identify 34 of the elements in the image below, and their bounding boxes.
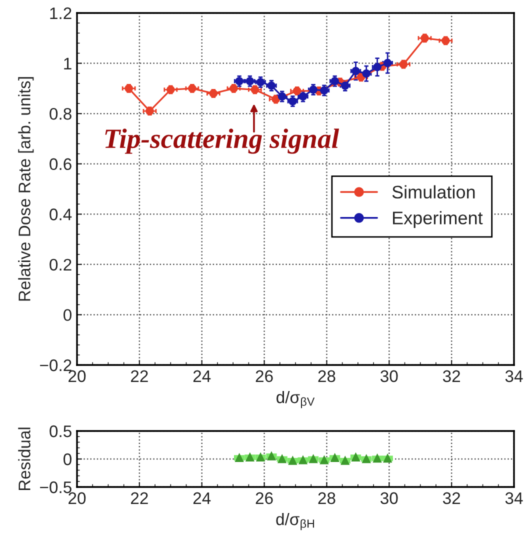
x-tick-label: 22 xyxy=(131,492,148,504)
x-tick-label: 24 xyxy=(193,370,211,382)
y-tick-label: 0 xyxy=(64,309,72,321)
x-tick-label: 30 xyxy=(380,370,398,382)
x-tick-label: 24 xyxy=(193,492,211,504)
x-tick-label: 26 xyxy=(256,370,273,382)
y-tick-label: 1.2 xyxy=(50,7,72,20)
y-tick-label: −0.2 xyxy=(40,359,72,372)
y-tick-label: −0.5 xyxy=(40,481,72,494)
y-tick-label: 0.5 xyxy=(50,425,72,438)
x-tick-label: 32 xyxy=(442,492,460,504)
x-tick-label: 20 xyxy=(68,492,86,504)
y-tick-label: 0.4 xyxy=(50,208,72,220)
x-tick-label: 20 xyxy=(68,370,86,382)
x-tick-label: 26 xyxy=(256,492,273,504)
x-tick-label: 28 xyxy=(318,370,336,382)
legend-label: Experiment xyxy=(393,211,483,228)
y-tick-label: 1 xyxy=(64,58,72,70)
x-tick-label: 22 xyxy=(131,370,148,382)
y-tick-label: 0.2 xyxy=(50,258,72,271)
x-tick-label: 32 xyxy=(442,370,460,382)
x-tick-label: 34 xyxy=(505,370,523,382)
x-axis-title: d/σ$_{βV}$ xyxy=(276,390,315,408)
x-tick-label: 28 xyxy=(318,492,336,504)
y-tick-label: 0.6 xyxy=(50,158,72,170)
y-tick-label: 0.8 xyxy=(50,108,72,120)
y-tick-label: 0 xyxy=(64,453,72,466)
annotation: Tip-scattering signal xyxy=(105,128,340,154)
x-tick-label: 34 xyxy=(505,492,523,504)
y-axis-title: Residual xyxy=(18,428,30,490)
y-axis-title: Relative Dose Rate [arb. units] xyxy=(18,77,34,301)
x-tick-label: 30 xyxy=(380,492,398,504)
legend-label: Simulation xyxy=(392,185,475,199)
x-axis-title: d/σ$_{βH}$ xyxy=(276,512,314,530)
